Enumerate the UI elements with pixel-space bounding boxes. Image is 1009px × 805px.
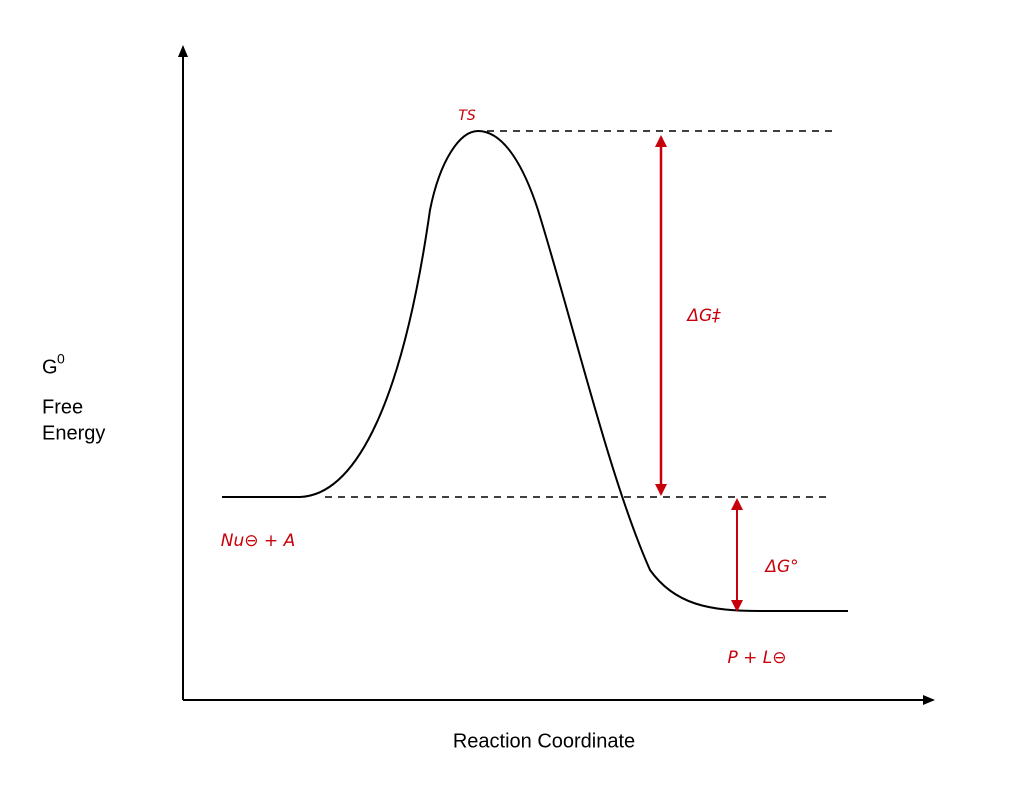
ts-label: TS — [458, 108, 476, 124]
energy-curve — [222, 129, 848, 612]
reactants-label: Nu⊖ + A — [221, 531, 295, 551]
activation-energy-label: ΔG‡ — [685, 306, 721, 326]
y-symbol: G — [42, 356, 58, 378]
products-label: P + L⊖ — [727, 648, 786, 668]
x-label: Reaction Coordinate — [453, 730, 635, 752]
y-superscript: 0 — [57, 351, 65, 367]
y-label: Energy — [42, 422, 105, 444]
y-label: Free — [42, 396, 83, 418]
reaction-energy-label: ΔG° — [763, 557, 798, 577]
